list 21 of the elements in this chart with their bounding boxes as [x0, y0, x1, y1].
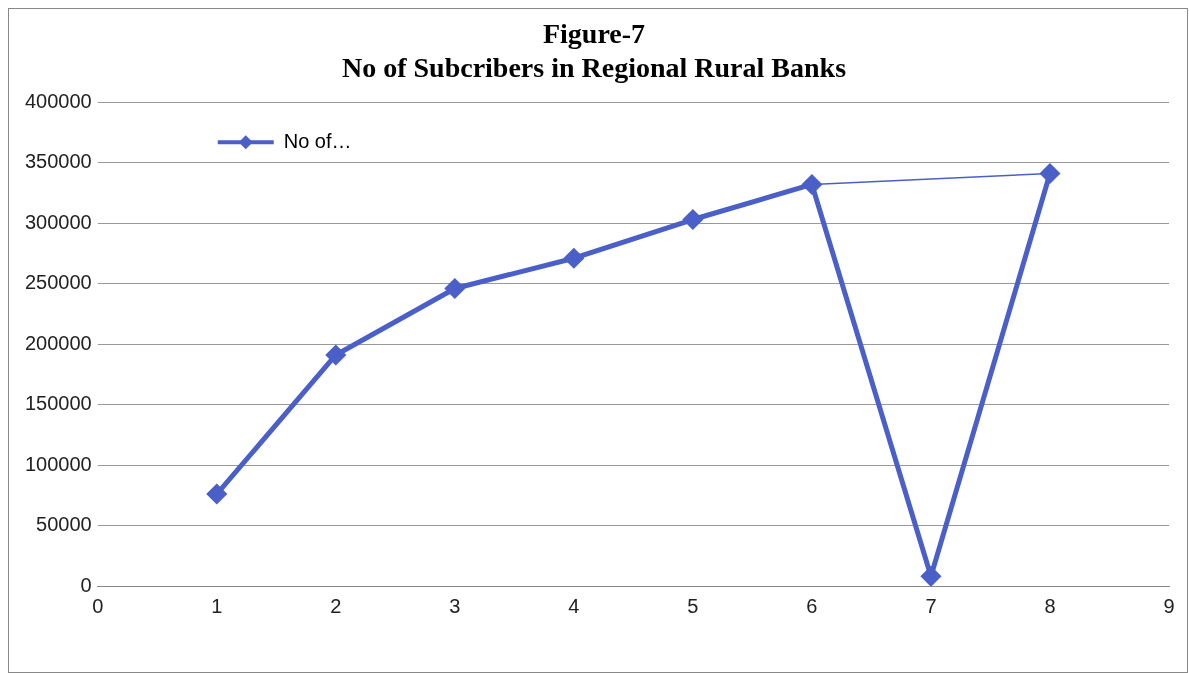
x-tick-label: 7	[925, 594, 937, 617]
y-tick-label: 250000	[24, 271, 92, 294]
y-tick-label: 400000	[24, 89, 92, 112]
y-tick-label: 350000	[24, 150, 92, 173]
y-tick-label: 300000	[24, 210, 92, 233]
x-tick-label: 3	[449, 594, 461, 617]
y-tick-label: 0	[80, 573, 92, 596]
y-tick-label: 200000	[24, 331, 92, 354]
legend-label: No of…	[283, 129, 352, 152]
x-tick-label: 6	[806, 594, 818, 617]
x-tick-label: 9	[1163, 594, 1175, 617]
y-tick-label: 100000	[24, 452, 92, 475]
chart-subtitle: No of Subcribers in Regional Rural Banks	[341, 51, 847, 83]
y-tick-label: 50000	[36, 513, 92, 536]
x-tick-label: 8	[1044, 594, 1056, 617]
x-tick-label: 2	[330, 594, 342, 617]
chart-title: Figure-7	[542, 18, 646, 50]
x-tick-label: 4	[568, 594, 580, 617]
y-tick-label: 150000	[24, 392, 92, 415]
x-tick-label: 5	[687, 594, 699, 617]
x-tick-label: 1	[211, 594, 223, 617]
